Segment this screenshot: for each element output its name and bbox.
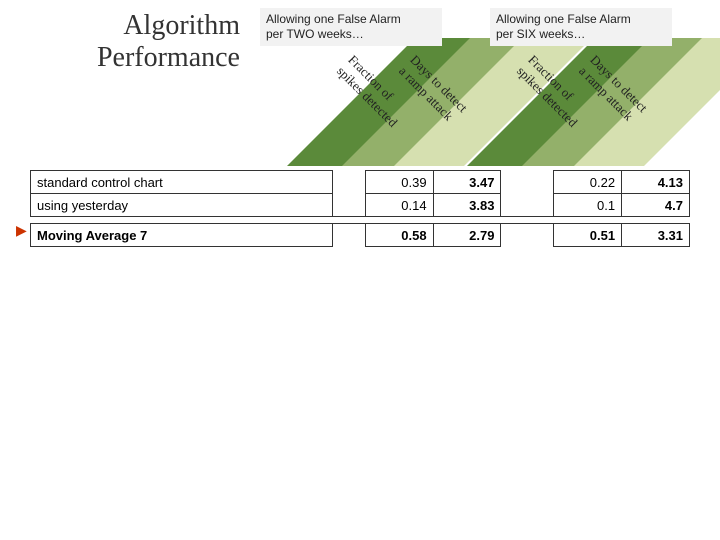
row-label: Moving Average 7 — [31, 224, 333, 247]
cell: 4.13 — [622, 171, 690, 194]
cell: 0.58 — [365, 224, 433, 247]
cell: 0.51 — [554, 224, 622, 247]
cell: 2.79 — [433, 224, 501, 247]
stage: Algorithm Performance Allowing one False… — [0, 0, 720, 540]
cell: 0.14 — [365, 194, 433, 217]
cell: 3.47 — [433, 171, 501, 194]
cell: 3.83 — [433, 194, 501, 217]
header-six-weeks: Allowing one False Alarm per SIX weeks… — [490, 8, 672, 46]
cell: 0.1 — [554, 194, 622, 217]
featured-arrow-icon: ▶ — [16, 222, 27, 239]
row-label: using yesterday — [31, 194, 333, 217]
cell: 4.7 — [622, 194, 690, 217]
header-two-weeks: Allowing one False Alarm per TWO weeks… — [260, 8, 442, 46]
row-label: standard control chart — [31, 171, 333, 194]
table-row: using yesterday 0.14 3.83 0.1 4.7 — [31, 194, 690, 217]
cell: 3.31 — [622, 224, 690, 247]
page-title: Algorithm Performance — [60, 10, 240, 74]
table-row-featured: Moving Average 7 0.58 2.79 0.51 3.31 — [31, 224, 690, 247]
table-row: standard control chart 0.39 3.47 0.22 4.… — [31, 171, 690, 194]
cell: 0.22 — [554, 171, 622, 194]
performance-table: standard control chart 0.39 3.47 0.22 4.… — [30, 170, 690, 247]
cell: 0.39 — [365, 171, 433, 194]
